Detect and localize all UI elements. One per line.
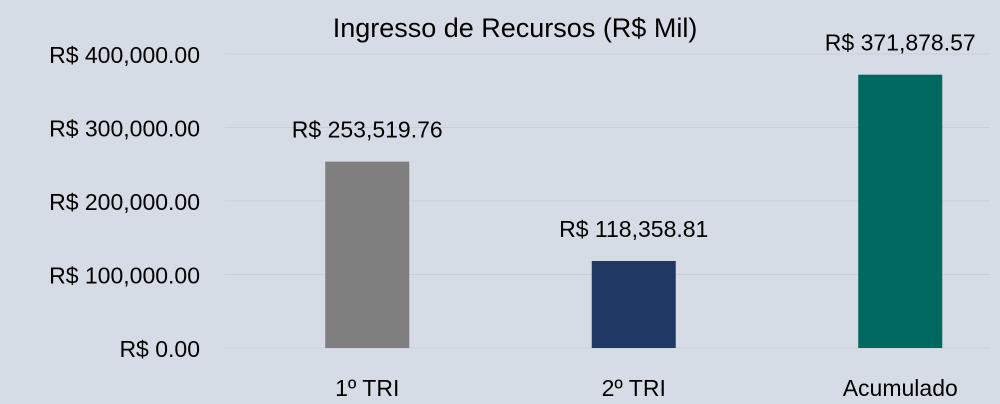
chart-title: Ingresso de Recursos (R$ Mil) — [333, 13, 698, 43]
y-tick-label: R$ 0.00 — [119, 336, 200, 362]
x-tick-label: Acumulado — [843, 375, 958, 401]
x-tick-label: 1º TRI — [335, 375, 399, 401]
bar — [858, 74, 943, 348]
y-tick-label: R$ 300,000.00 — [49, 116, 200, 142]
y-tick-label: R$ 200,000.00 — [49, 189, 200, 215]
value-label: R$ 118,358.81 — [559, 216, 708, 242]
y-tick-label: R$ 400,000.00 — [49, 42, 200, 68]
value-label: R$ 371,878.57 — [825, 30, 976, 56]
x-tick-label: 2º TRI — [602, 375, 666, 401]
bar — [591, 261, 676, 348]
bar — [325, 161, 410, 348]
value-label: R$ 253,519.76 — [292, 117, 443, 143]
y-tick-label: R$ 100,000.00 — [49, 263, 200, 289]
